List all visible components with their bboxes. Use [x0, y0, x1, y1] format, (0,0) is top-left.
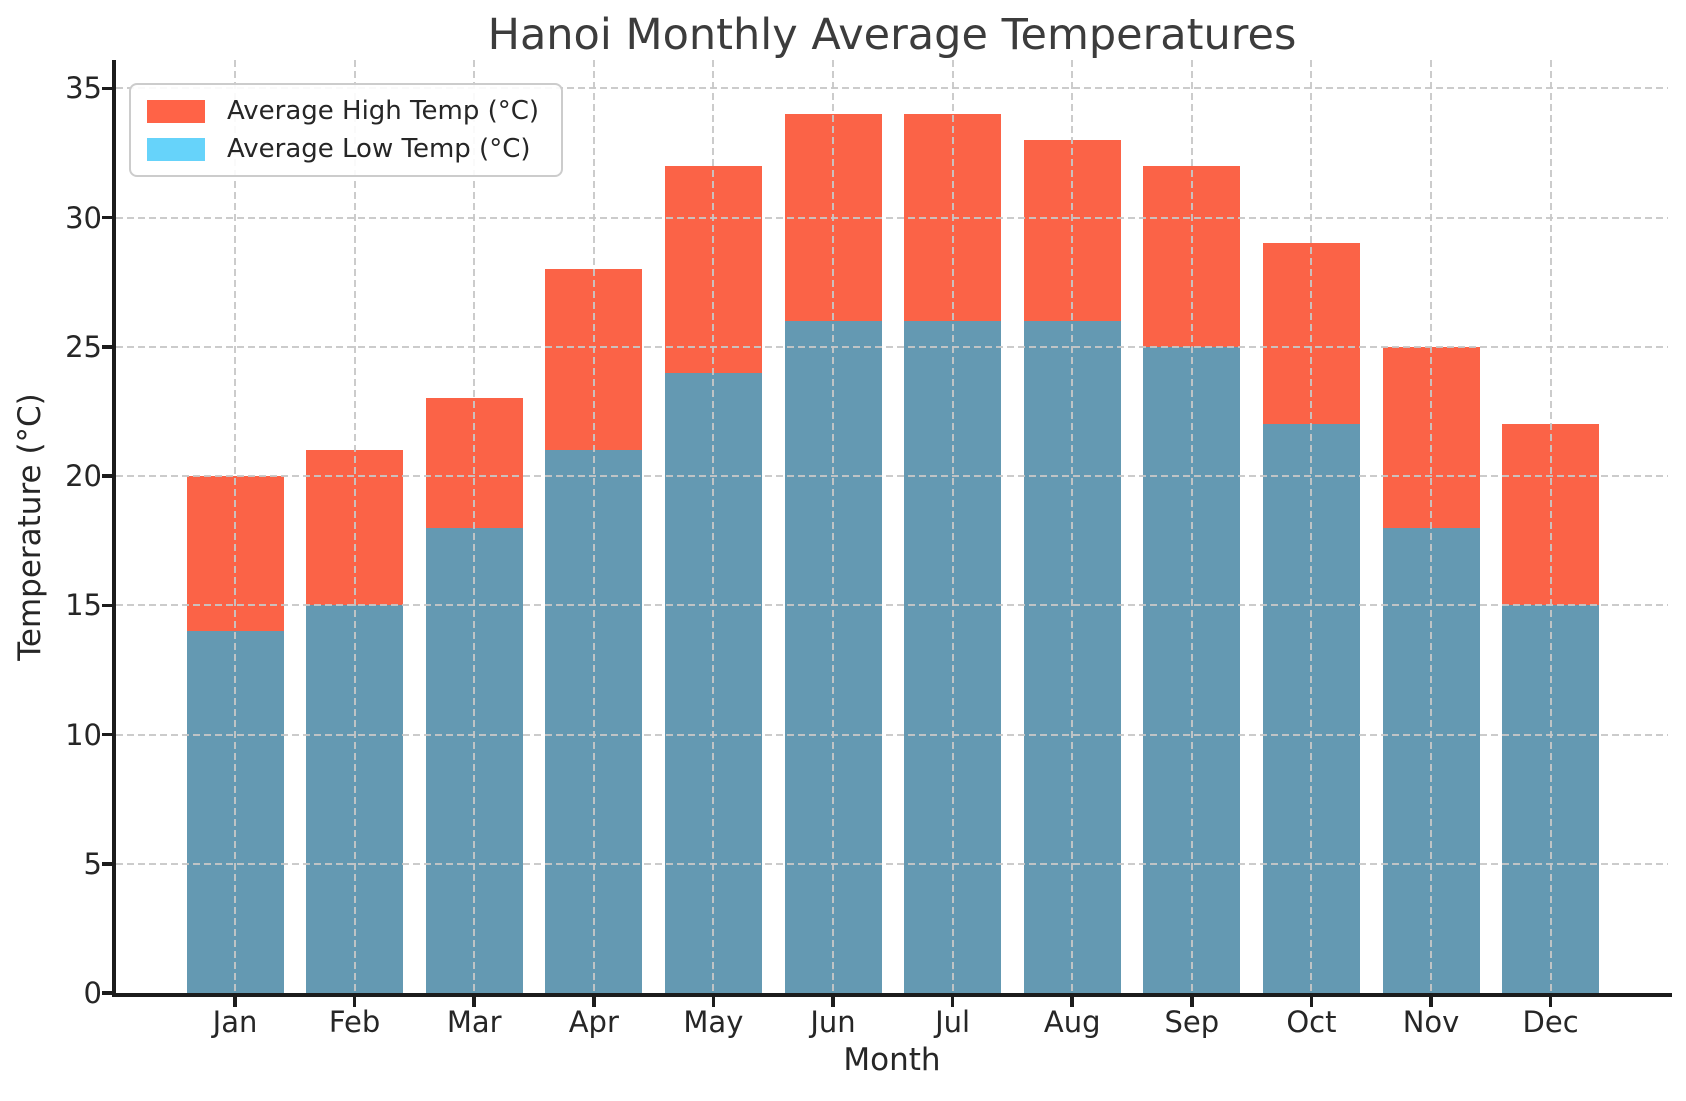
legend: Average High Temp (°C) Average Low Temp (… — [129, 83, 563, 177]
y-tick-mark — [102, 86, 112, 90]
h-gridline — [116, 345, 1668, 348]
y-tick-mark — [102, 603, 112, 607]
x-tick-label: Jan — [212, 1005, 258, 1039]
y-tick-mark — [102, 215, 112, 220]
h-gridline — [116, 862, 1668, 865]
h-gridline — [116, 87, 1668, 90]
v-gridline — [1430, 60, 1432, 993]
x-tick-mark — [1548, 997, 1553, 1007]
v-gridline — [712, 60, 715, 993]
x-tick-mark — [1309, 997, 1314, 1007]
legend-item: Average Low Temp (°C) — [147, 134, 545, 164]
x-tick-label: Jul — [935, 1005, 971, 1039]
h-gridline — [116, 475, 1668, 477]
x-tick-mark — [1190, 997, 1194, 1007]
x-tick-mark — [233, 997, 237, 1007]
y-tick-label: 30 — [65, 200, 102, 235]
y-tick-mark — [102, 345, 112, 349]
y-tick-label: 5 — [83, 846, 102, 881]
v-gridline — [1310, 60, 1313, 993]
x-tick-label: Oct — [1286, 1005, 1337, 1039]
h-gridline — [116, 733, 1668, 736]
x-tick-label: Nov — [1402, 1005, 1460, 1039]
x-tick-mark — [831, 997, 835, 1007]
plot-area — [116, 60, 1668, 993]
y-tick-mark — [102, 474, 112, 478]
v-gridline — [234, 60, 236, 993]
x-axis-spine — [112, 993, 1672, 997]
h-gridline — [116, 604, 1668, 607]
x-tick-mark — [592, 997, 596, 1007]
v-gridline — [1190, 60, 1193, 993]
x-tick-label: May — [683, 1005, 744, 1039]
legend-label: Average High Temp (°C) — [227, 96, 540, 126]
y-tick-label: 20 — [65, 459, 102, 493]
x-axis-label: Month — [843, 1042, 941, 1078]
y-tick-mark — [102, 991, 112, 995]
x-tick-label: Aug — [1043, 1005, 1101, 1039]
y-tick-mark — [102, 732, 112, 737]
y-tick-label: 10 — [65, 717, 102, 752]
x-tick-label: Apr — [568, 1005, 619, 1039]
legend-label: Average Low Temp (°C) — [227, 134, 531, 164]
x-tick-mark — [472, 997, 476, 1007]
x-tick-mark — [352, 997, 357, 1007]
x-tick-mark — [1429, 997, 1433, 1007]
y-tick-label: 25 — [65, 329, 102, 364]
y-tick-label: 0 — [83, 976, 102, 1010]
y-axis-label: Temperature (°C) — [12, 393, 48, 661]
v-gridline — [592, 60, 595, 993]
v-gridline — [832, 60, 834, 993]
legend-swatch — [147, 99, 205, 123]
x-tick-label: Sep — [1164, 1005, 1220, 1039]
x-tick-label: Feb — [328, 1005, 381, 1039]
x-tick-label: Jun — [810, 1005, 856, 1039]
chart-title: Hanoi Monthly Average Temperatures — [487, 10, 1297, 60]
v-gridline — [1549, 60, 1552, 993]
h-gridline — [116, 216, 1668, 219]
y-axis-spine — [112, 60, 116, 997]
y-tick-mark — [102, 862, 112, 866]
legend-swatch — [147, 137, 205, 161]
x-tick-mark — [1070, 997, 1074, 1007]
x-tick-mark — [950, 997, 955, 1007]
v-gridline — [951, 60, 954, 993]
x-tick-mark — [711, 997, 716, 1007]
v-gridline — [1071, 60, 1074, 993]
v-gridline — [473, 60, 476, 993]
x-tick-label: Dec — [1522, 1005, 1579, 1039]
y-tick-label: 35 — [65, 71, 102, 106]
v-gridline — [353, 60, 356, 993]
x-tick-label: Mar — [446, 1005, 502, 1039]
y-tick-label: 15 — [65, 588, 102, 623]
legend-item: Average High Temp (°C) — [147, 96, 545, 126]
